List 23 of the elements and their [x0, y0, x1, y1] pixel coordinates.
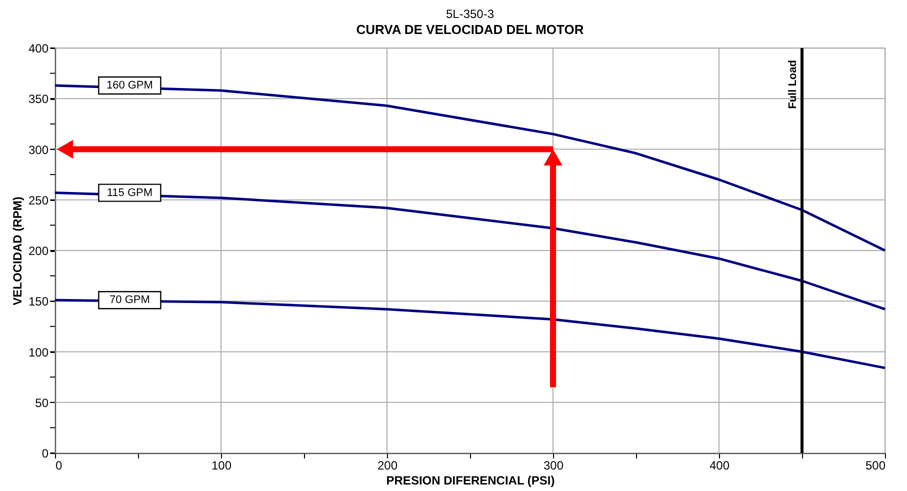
y-axis-title: VELOCIDAD (RPM) [10, 196, 24, 306]
x-tick-label: 200 [377, 458, 398, 472]
x-tick-label: 300 [543, 458, 564, 472]
y-tick-label: 150 [28, 294, 49, 309]
y-tick-label: 50 [35, 396, 49, 410]
y-tick-label: 350 [28, 92, 49, 106]
y-tick-label: 100 [28, 345, 49, 360]
x-tick-label: 400 [709, 458, 730, 472]
chart-subtitle: CURVA DE VELOCIDAD DEL MOTOR [356, 22, 584, 37]
y-tick-label: 300 [28, 142, 49, 157]
y-tick-label: 400 [28, 42, 49, 56]
x-tick-label: 100 [211, 458, 232, 472]
series-label: 160 GPM [106, 79, 153, 92]
series-label: 115 GPM [106, 186, 153, 199]
x-tick-label: 500 [865, 458, 886, 472]
x-tick-label: 0 [56, 458, 62, 472]
y-tick-label: 0 [42, 446, 49, 460]
series-label: 70 GPM [110, 294, 150, 306]
y-tick-label: 250 [28, 193, 49, 208]
chart-title: 5L-350-3 [446, 7, 494, 21]
ref-line-label: Full Load [787, 60, 799, 109]
y-tick-label: 200 [28, 244, 49, 258]
x-axis-title: PRESION DIFERENCIAL (PSI) [386, 474, 555, 488]
